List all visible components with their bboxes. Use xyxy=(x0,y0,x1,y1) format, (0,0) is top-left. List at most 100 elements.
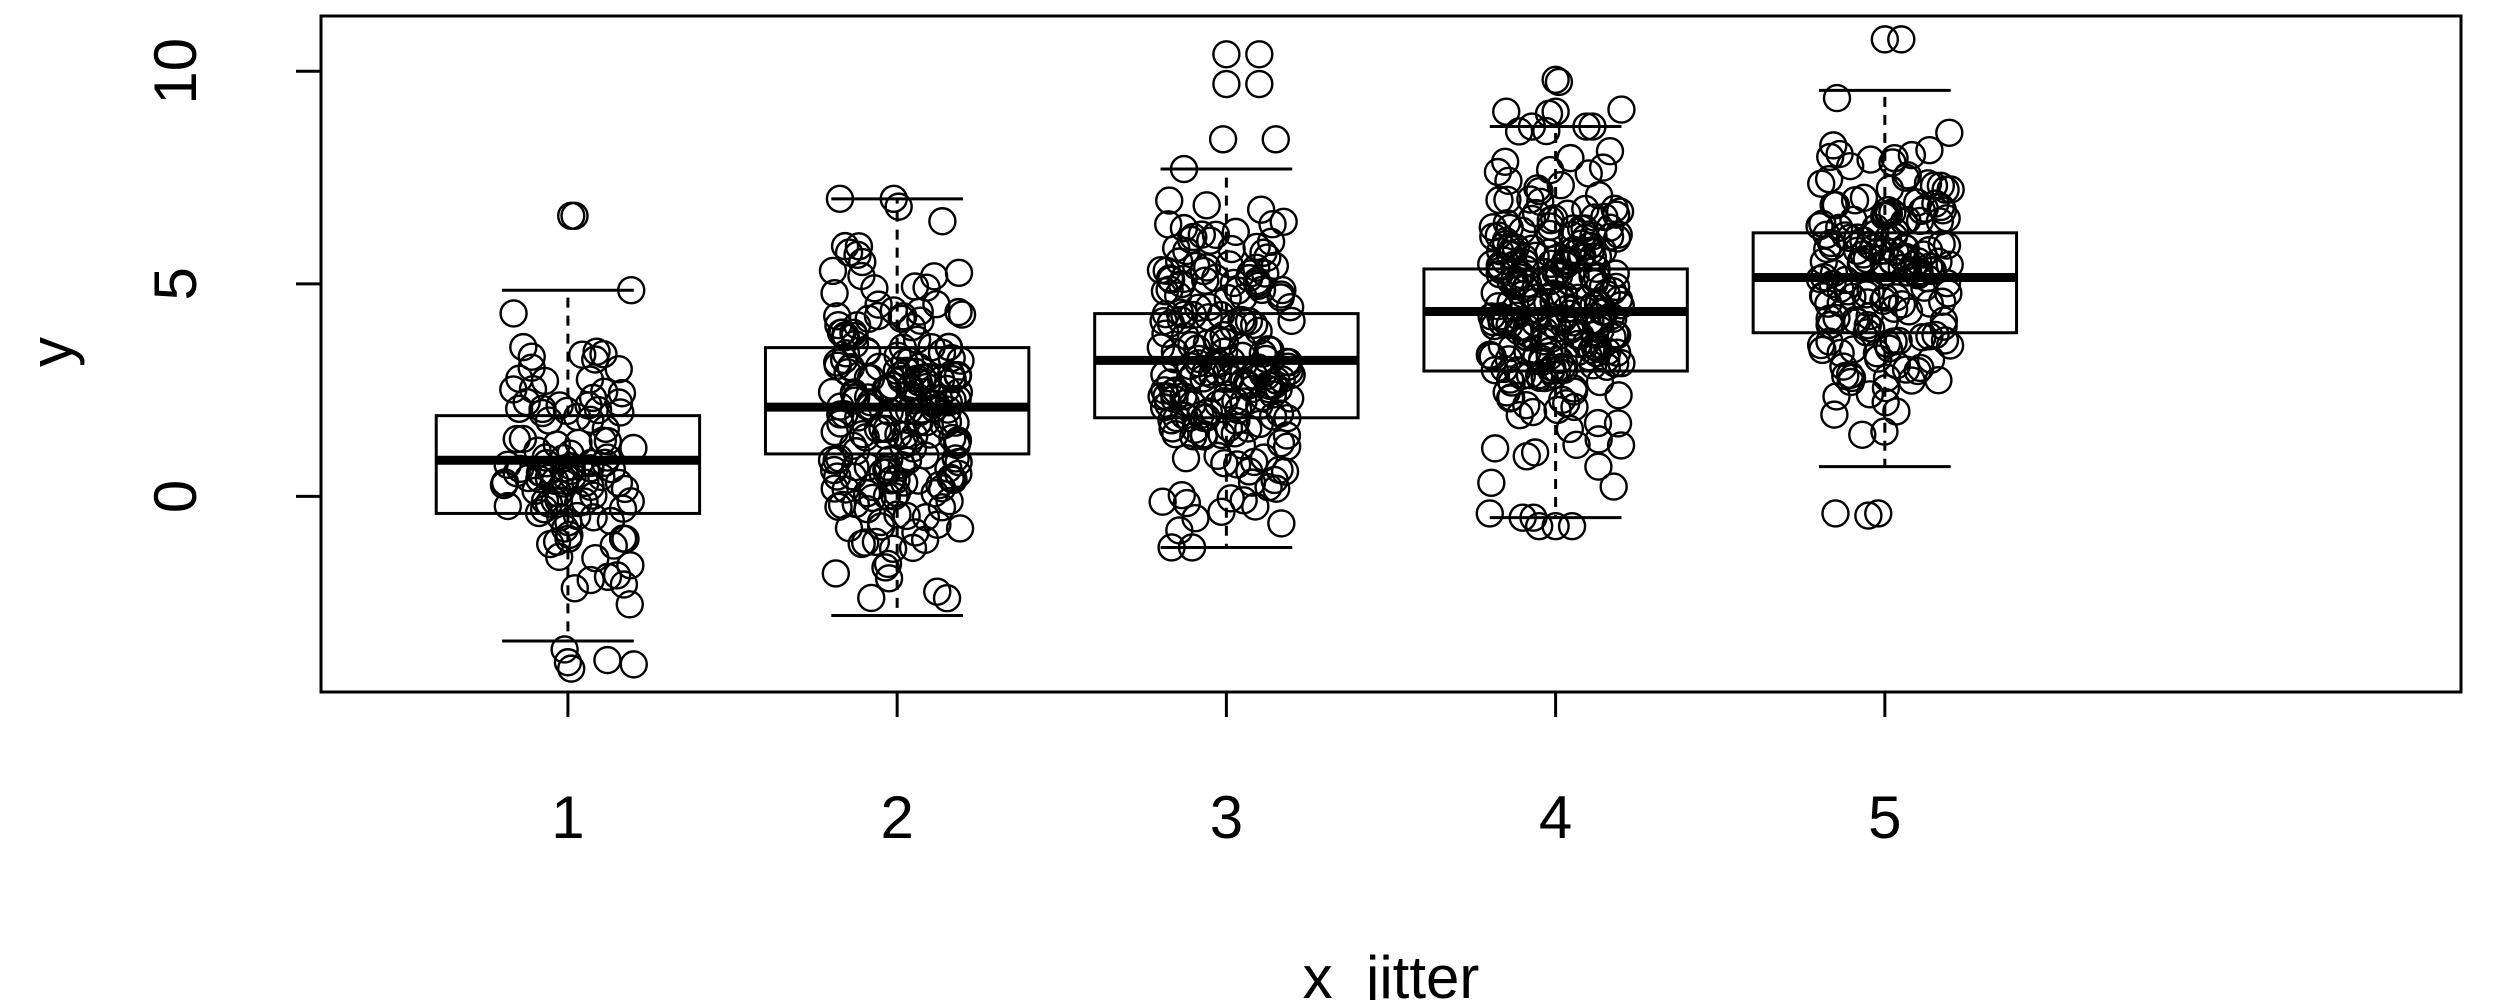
data-point xyxy=(1521,198,1551,228)
data-point xyxy=(1222,450,1252,479)
data-point xyxy=(1814,165,1844,194)
data-point xyxy=(1492,97,1521,126)
data-point xyxy=(1550,249,1579,278)
data-point xyxy=(1888,243,1917,273)
data-point xyxy=(1152,382,1181,411)
data-point xyxy=(847,261,876,291)
data-point xyxy=(1595,137,1625,166)
data-point xyxy=(838,431,868,460)
data-point xyxy=(1477,468,1506,498)
data-point xyxy=(945,514,975,543)
data-point xyxy=(1590,202,1619,232)
data-point xyxy=(1504,117,1534,146)
data-point xyxy=(1822,83,1852,113)
data-point xyxy=(1496,383,1526,412)
data-point xyxy=(1239,447,1269,477)
y-axis: 0 5 10 xyxy=(142,38,321,513)
data-point xyxy=(1541,97,1570,126)
x-axis: 1 2 3 4 5 xyxy=(551,692,1902,851)
data-point xyxy=(830,231,860,261)
data-point xyxy=(1601,272,1631,302)
data-point xyxy=(517,342,546,371)
data-point xyxy=(607,379,637,408)
data-point xyxy=(1536,249,1565,279)
data-point xyxy=(1212,40,1241,69)
data-point xyxy=(1544,257,1573,286)
data-point xyxy=(850,528,880,557)
data-point xyxy=(1824,213,1854,243)
data-point xyxy=(1873,196,1903,225)
data-point xyxy=(1171,444,1201,473)
data-point xyxy=(1541,65,1570,94)
points-layer xyxy=(489,25,1965,683)
data-point xyxy=(1154,210,1183,239)
data-point xyxy=(1189,256,1218,286)
data-point xyxy=(581,543,610,573)
box-rect xyxy=(1422,267,1689,373)
data-point xyxy=(562,501,592,531)
data-point xyxy=(923,577,952,606)
data-point xyxy=(840,329,870,359)
data-point xyxy=(1819,131,1848,160)
data-point xyxy=(920,479,949,508)
data-point xyxy=(1807,169,1836,198)
data-point xyxy=(1842,307,1872,336)
data-point xyxy=(1915,135,1944,165)
x-tick-label: 3 xyxy=(1210,784,1243,851)
data-point xyxy=(1887,290,1917,319)
data-point xyxy=(1842,236,1872,266)
x-axis-label: x_jitter xyxy=(1303,944,1480,1000)
data-point xyxy=(841,437,871,466)
data-point xyxy=(864,290,893,319)
data-point xyxy=(1516,185,1545,214)
data-point xyxy=(1272,421,1302,450)
data-point xyxy=(1526,187,1555,216)
data-point xyxy=(1181,504,1210,533)
data-point xyxy=(1935,118,1964,147)
data-point xyxy=(1256,227,1286,257)
data-point xyxy=(1161,420,1190,449)
data-point xyxy=(1475,499,1504,528)
data-point xyxy=(1493,185,1522,215)
data-point xyxy=(1603,409,1633,438)
data-point xyxy=(608,524,638,553)
data-point xyxy=(1808,209,1837,238)
data-point xyxy=(1821,499,1850,528)
data-point xyxy=(901,518,930,547)
x-tick-label: 4 xyxy=(1539,784,1572,851)
data-point xyxy=(942,430,971,460)
data-point xyxy=(553,648,583,677)
data-point xyxy=(894,374,924,403)
data-point xyxy=(611,524,640,554)
data-point xyxy=(935,486,964,516)
y-axis-label: y xyxy=(18,337,85,367)
data-point xyxy=(1870,25,1900,54)
data-point xyxy=(938,385,967,415)
data-point xyxy=(509,332,538,362)
data-point xyxy=(1601,200,1631,229)
data-point xyxy=(898,533,928,563)
data-point xyxy=(1244,271,1273,300)
data-point xyxy=(1261,125,1290,154)
data-point xyxy=(1809,282,1839,311)
box-rect xyxy=(1751,231,2019,335)
data-point xyxy=(939,465,968,494)
data-point xyxy=(1571,194,1600,224)
plot-frame xyxy=(319,14,2463,694)
data-point xyxy=(1253,243,1282,272)
data-point xyxy=(944,459,973,488)
data-point xyxy=(1880,143,1909,173)
box-group-1 xyxy=(434,288,702,643)
data-point xyxy=(593,645,622,675)
data-point xyxy=(1209,320,1238,350)
data-point xyxy=(1541,511,1570,541)
data-point xyxy=(576,405,605,435)
data-point xyxy=(1598,304,1628,334)
data-point xyxy=(560,574,590,603)
data-point xyxy=(1242,232,1271,262)
data-point xyxy=(1855,380,1885,409)
data-point xyxy=(1169,213,1199,243)
data-point xyxy=(1825,139,1854,169)
data-point xyxy=(1566,214,1596,243)
data-point xyxy=(550,635,579,664)
